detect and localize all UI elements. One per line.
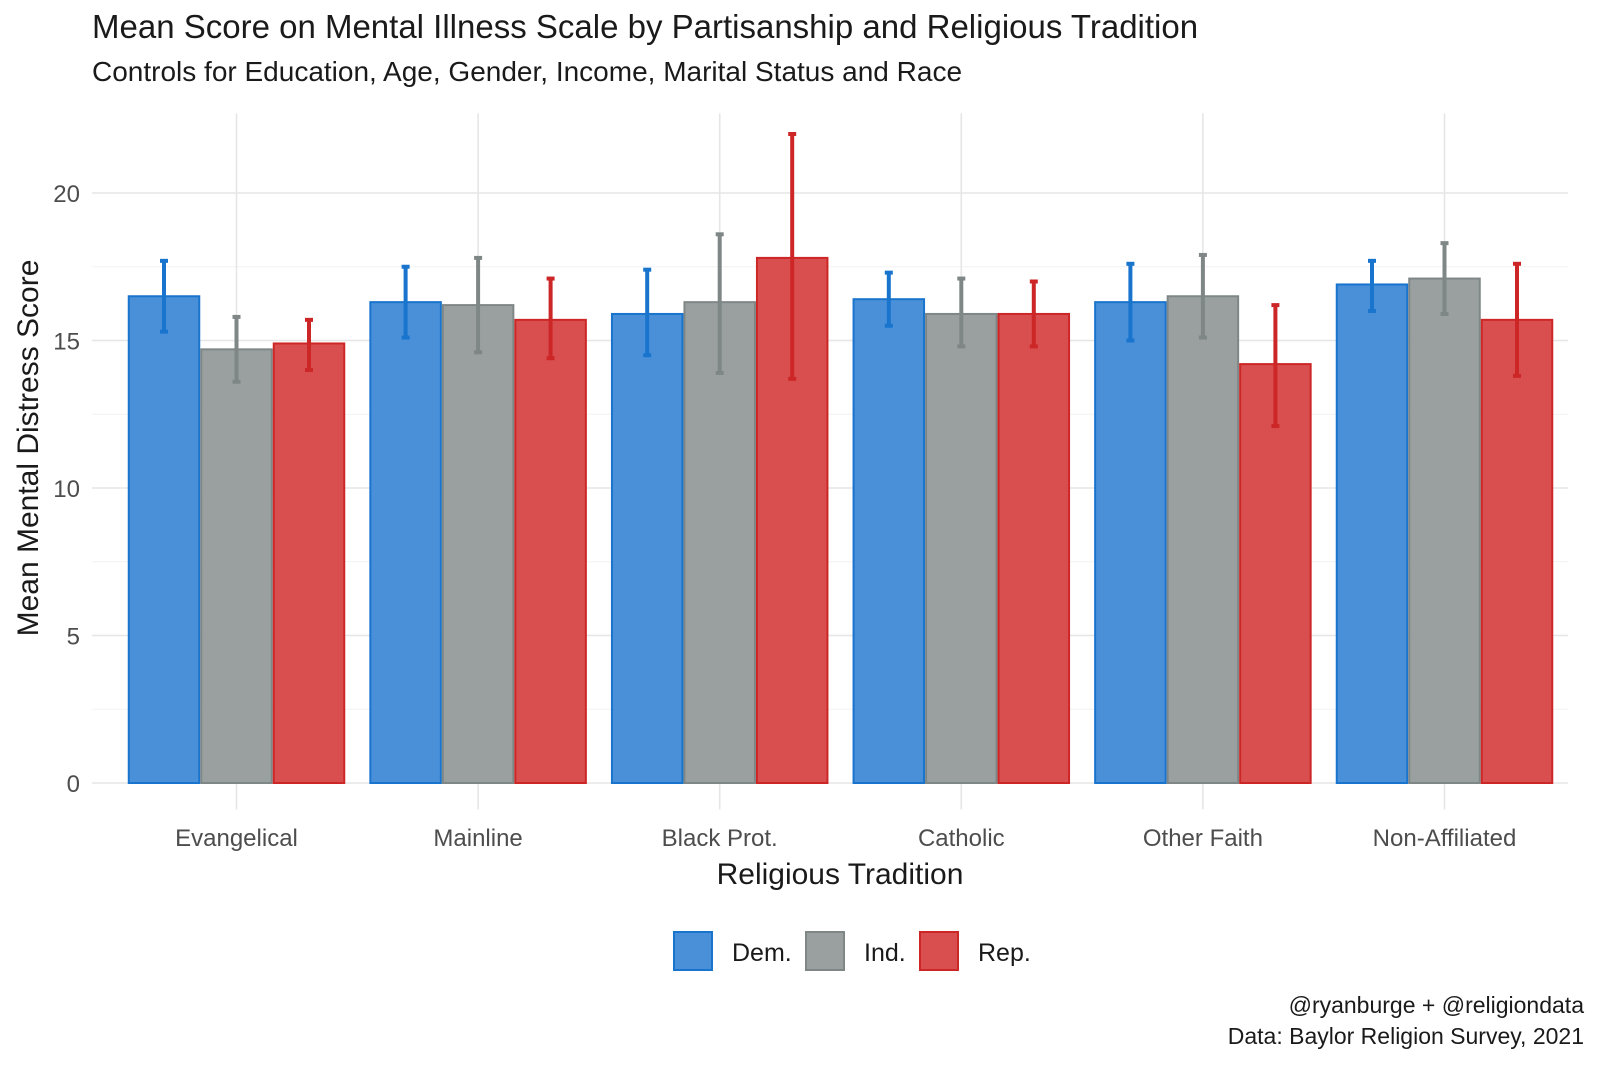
legend-key-dem [673, 931, 713, 971]
y-tick-label: 10 [53, 476, 80, 503]
bar-ind-black-prot- [683, 301, 756, 784]
x-tick-label: Evangelical [175, 825, 298, 852]
y-tick-label: 15 [53, 329, 80, 356]
bar-rep-mainline [514, 318, 587, 784]
y-axis-ticks: 0 5 10 15 20 [53, 181, 80, 798]
caption-source: Data: Baylor Religion Survey, 2021 [1227, 1023, 1584, 1049]
bar-rep-non-affiliated [1480, 318, 1554, 784]
y-tick-label: 0 [67, 771, 80, 798]
legend-label: Dem. [732, 939, 792, 967]
legend-key-rep [919, 931, 959, 971]
legend: Dem. Ind. Rep. [673, 931, 1031, 971]
x-tick-label: Black Prot. [662, 825, 778, 852]
error-bars [160, 132, 1521, 429]
bar-rep-evangelical [272, 342, 346, 784]
bar-ind-catholic [925, 312, 998, 784]
x-axis-label: Religious Tradition [717, 858, 964, 891]
bars [127, 256, 1554, 784]
x-tick-label: Catholic [918, 825, 1005, 852]
x-tick-label: Non-Affiliated [1373, 825, 1517, 852]
bar-dem-other-faith [1094, 301, 1167, 784]
chart-subtitle: Controls for Education, Age, Gender, Inc… [92, 56, 963, 87]
caption: @ryanburge + @religiondata Data: Baylor … [1228, 990, 1584, 1052]
bar-ind-evangelical [200, 348, 273, 784]
bar-dem-black-prot- [610, 312, 684, 784]
bar-dem-catholic [852, 298, 926, 784]
y-tick-label: 20 [53, 181, 80, 208]
caption-credit: @ryanburge + @religiondata [1288, 992, 1584, 1018]
legend-label: Ind. [864, 939, 906, 967]
bar-dem-mainline [369, 301, 442, 784]
bar-ind-other-faith [1166, 295, 1240, 784]
y-tick-label: 5 [67, 624, 80, 651]
x-tick-label: Mainline [433, 825, 522, 852]
x-tick-label: Other Faith [1143, 825, 1263, 852]
bar-dem-evangelical [127, 295, 201, 784]
bar-rep-catholic [997, 312, 1071, 784]
y-axis-label: Mean Mental Distress Score [12, 260, 45, 637]
bar-ind-non-affiliated [1408, 277, 1481, 784]
bar-dem-non-affiliated [1335, 283, 1409, 784]
legend-key-ind [805, 931, 845, 971]
chart-title: Mean Score on Mental Illness Scale by Pa… [92, 8, 1199, 45]
legend-label: Rep. [978, 939, 1031, 967]
bar-ind-mainline [441, 304, 515, 784]
x-axis-ticks: Evangelical Mainline Black Prot. Catholic Ot… [175, 825, 1516, 852]
